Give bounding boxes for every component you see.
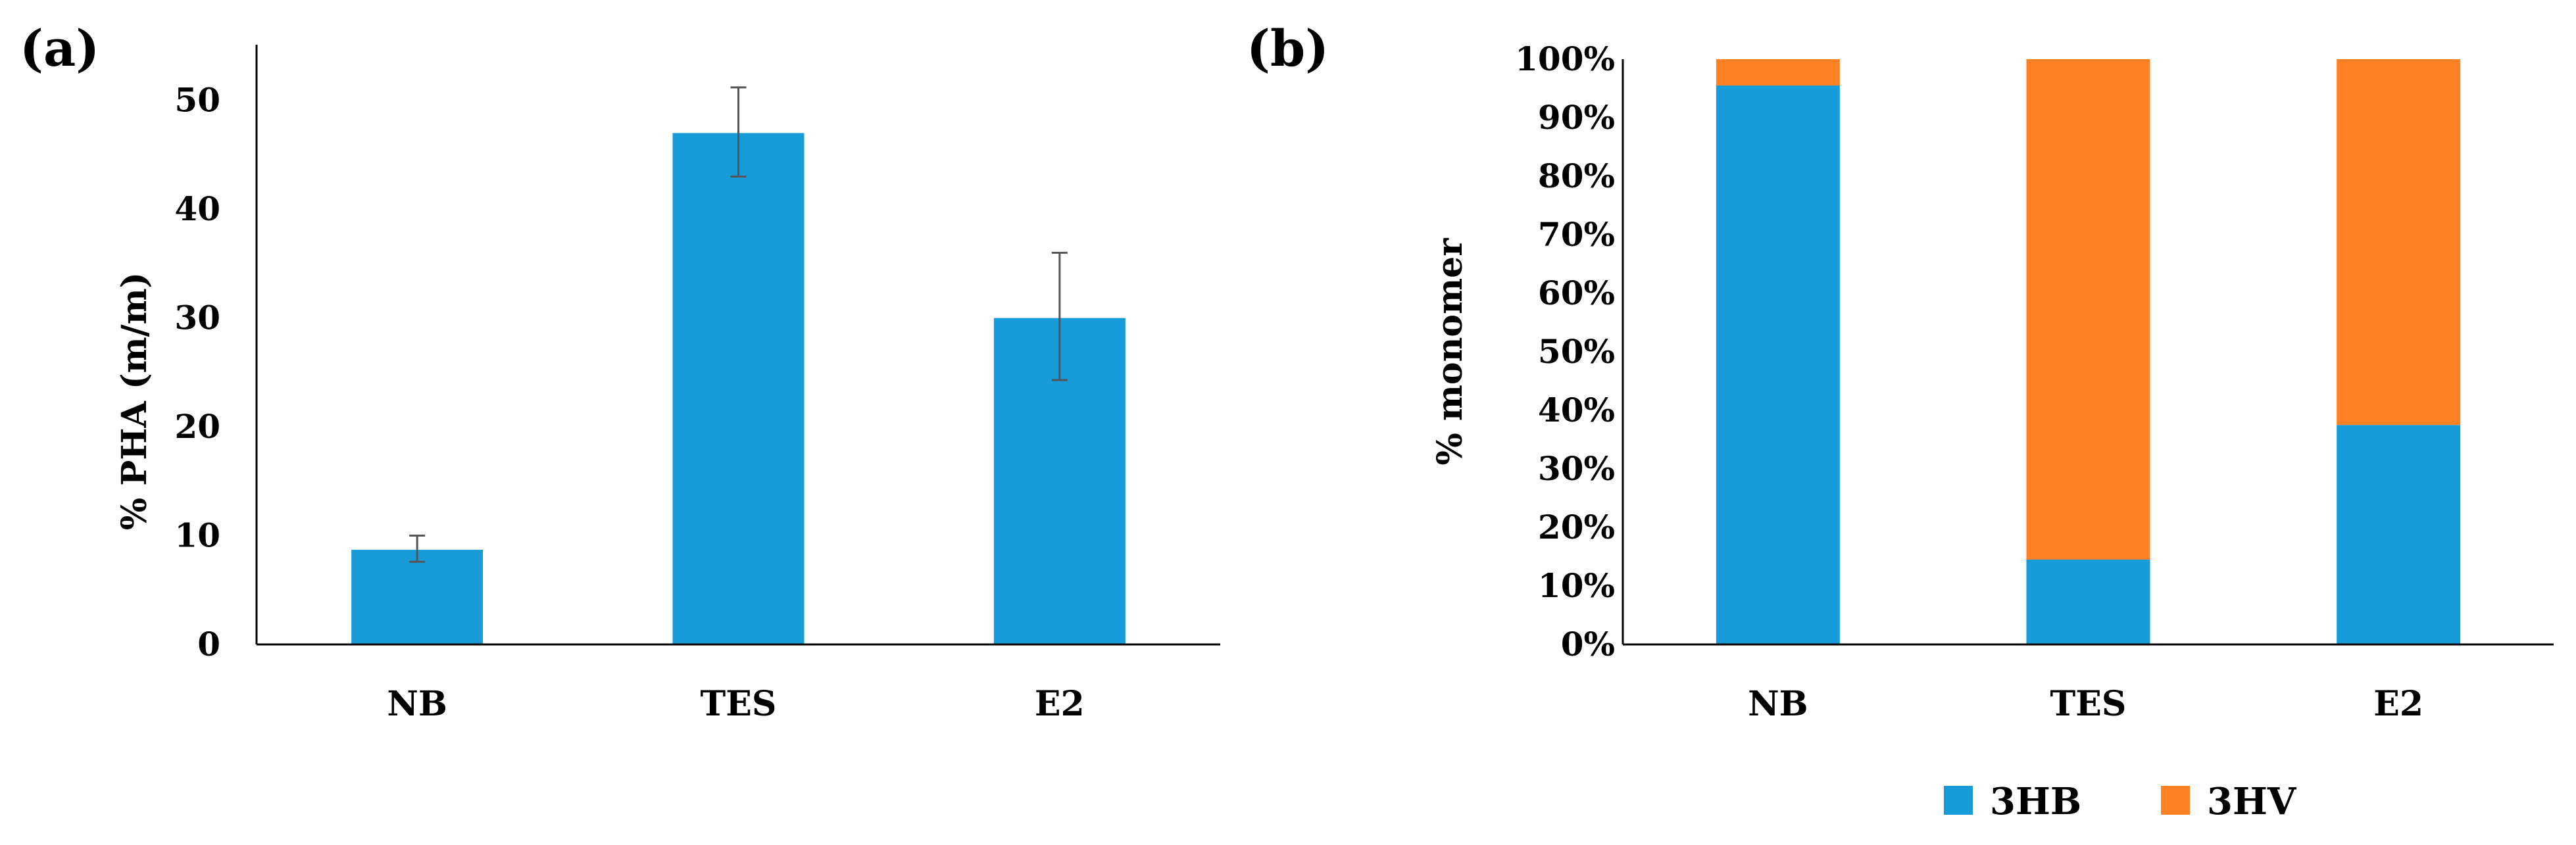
panel-b-bar-3hb-tes: [2026, 559, 2150, 644]
panel-b-label: (b): [1247, 19, 1329, 78]
panel-b-y-tick-label: 80%: [1538, 157, 1615, 195]
panel-a-y-tick-label: 30: [174, 299, 220, 337]
panel-b-y-tick-label: 20%: [1538, 508, 1615, 546]
panel-a-y-tick-label: 10: [174, 516, 220, 555]
panel-b-x-tick-label: E2: [2373, 684, 2423, 724]
panel-a-error-bars: [409, 86, 1068, 563]
panel-b-y-tick-label: 100%: [1515, 39, 1615, 78]
panel-a-bars: [351, 133, 1126, 644]
panel-a-x-tick-label: E2: [1035, 684, 1085, 724]
panel-b-x-tick-label: TES: [2050, 684, 2127, 724]
panel-b-bar-3hv-tes: [2026, 59, 2150, 560]
panel-b-y-tick-label: 30%: [1538, 449, 1615, 488]
legend-swatch-3hb: [1944, 786, 1973, 815]
legend-label-3hv: 3HV: [2207, 780, 2297, 823]
panel-b-legend: 3HB 3HV: [1944, 780, 2297, 823]
panel-b-ylabel: % monomer: [1430, 238, 1470, 466]
legend-label-3hb: 3HB: [1990, 780, 2081, 823]
panel-a-label: (a): [20, 19, 99, 78]
panel-b-y-ticks: 0% 10% 20% 30% 40% 50% 60% 70% 80% 90% 100%: [1515, 39, 1615, 664]
panel-a-y-tick-label: 50: [174, 81, 220, 120]
panel-a-x-ticks: NB TES E2: [387, 684, 1084, 724]
panel-b-chart: (b) % monomer 0% 10% 20% 30% 40% 50% 60% 70% 80%…: [1247, 19, 2554, 823]
panel-a-ylabel: % PHA (m/m): [114, 272, 155, 530]
panel-b-y-tick-label: 40%: [1538, 391, 1615, 429]
panel-a-bar-tes: [672, 133, 805, 644]
panel-a-y-tick-label: 0: [197, 625, 220, 664]
panel-a-y-tick-label: 40: [174, 189, 220, 228]
panel-b-bar-3hb-nb: [1716, 85, 1840, 645]
panel-b-y-tick-label: 70%: [1538, 215, 1615, 254]
panel-b-bar-3hv-e2: [2337, 59, 2461, 425]
panel-b-bars: [1716, 59, 2461, 645]
panel-a-y-ticks: 0 10 20 30 40 50: [174, 81, 220, 664]
panel-b-x-ticks: NB TES E2: [1748, 684, 2423, 724]
panel-a-x-tick-label: TES: [701, 684, 777, 724]
panel-b-y-tick-label: 10%: [1538, 566, 1615, 605]
panel-b-y-tick-label: 50%: [1538, 332, 1615, 371]
panel-a-x-tick-label: NB: [387, 684, 447, 724]
panel-a-bar-nb: [351, 550, 483, 644]
panel-a-chart: (a) % PHA (m/m) 0 10 20 30 40 50 NB TES E2: [20, 19, 1220, 724]
panel-b-x-tick-label: NB: [1748, 684, 1808, 724]
legend-swatch-3hv: [2161, 786, 2190, 815]
panel-b-bar-3hb-e2: [2337, 425, 2461, 644]
panel-b-bar-3hv-nb: [1716, 59, 1840, 86]
panel-b-y-tick-label: 90%: [1538, 98, 1615, 137]
panel-a-y-tick-label: 20: [174, 407, 220, 446]
panel-b-y-tick-label: 60%: [1538, 274, 1615, 312]
panel-b-y-tick-label: 0%: [1561, 625, 1615, 664]
